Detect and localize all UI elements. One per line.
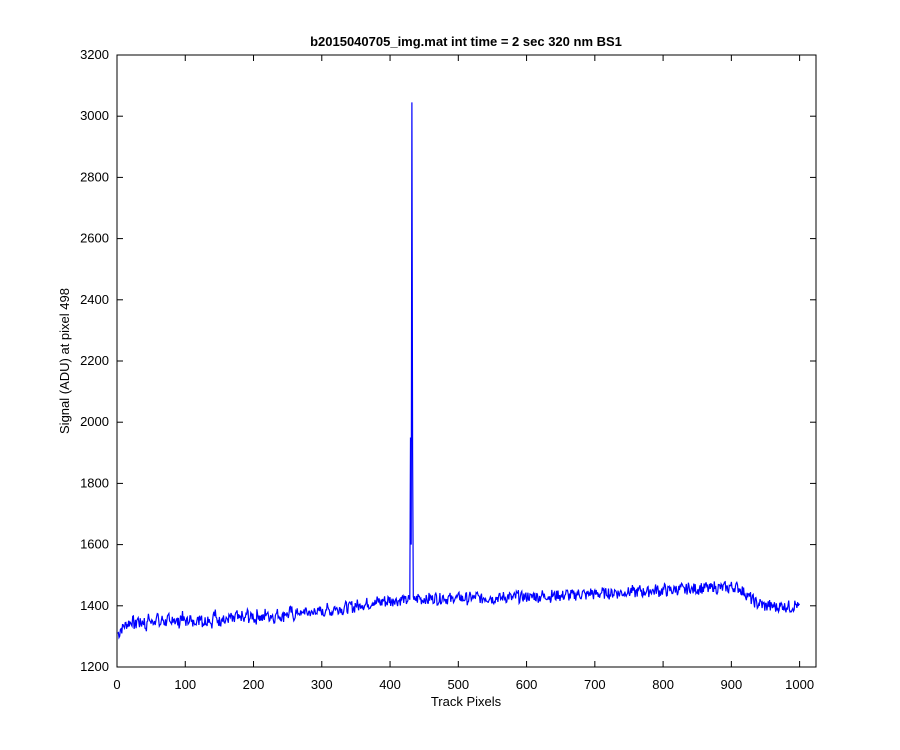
- x-tick-label: 200: [243, 677, 265, 692]
- x-axis-label: Track Pixels: [431, 694, 502, 709]
- y-tick-label: 3000: [80, 108, 109, 123]
- x-tick-label: 1000: [785, 677, 814, 692]
- y-tick-label: 2400: [80, 292, 109, 307]
- x-tick-label: 400: [379, 677, 401, 692]
- y-tick-label: 1600: [80, 537, 109, 552]
- series-layer: [117, 102, 801, 640]
- y-tick-label: 1800: [80, 475, 109, 490]
- y-tick-label: 1400: [80, 598, 109, 613]
- x-tick-label: 700: [584, 677, 606, 692]
- x-tick-label: 900: [721, 677, 743, 692]
- y-tick-label: 2600: [80, 231, 109, 246]
- x-tick-label: 500: [447, 677, 469, 692]
- x-tick-label: 0: [113, 677, 120, 692]
- y-tick-label: 2200: [80, 353, 109, 368]
- x-tick-label: 100: [174, 677, 196, 692]
- series-line: [117, 102, 801, 640]
- x-tick-label: 800: [652, 677, 674, 692]
- plot-area: [116, 54, 817, 668]
- chart-title: b2015040705_img.mat int time = 2 sec 320…: [310, 34, 622, 49]
- y-tick-label: 2800: [80, 169, 109, 184]
- y-tick-label: 1200: [80, 659, 109, 674]
- y-tick-label: 2000: [80, 414, 109, 429]
- x-tick-label: 300: [311, 677, 333, 692]
- y-axis-label: Signal (ADU) at pixel 498: [57, 288, 72, 434]
- axis-ticks: 0 100 200 300 400 500 600 700 800 900 1000 1200 1400…: [80, 47, 816, 692]
- y-tick-label: 3200: [80, 47, 109, 62]
- x-tick-label: 600: [516, 677, 538, 692]
